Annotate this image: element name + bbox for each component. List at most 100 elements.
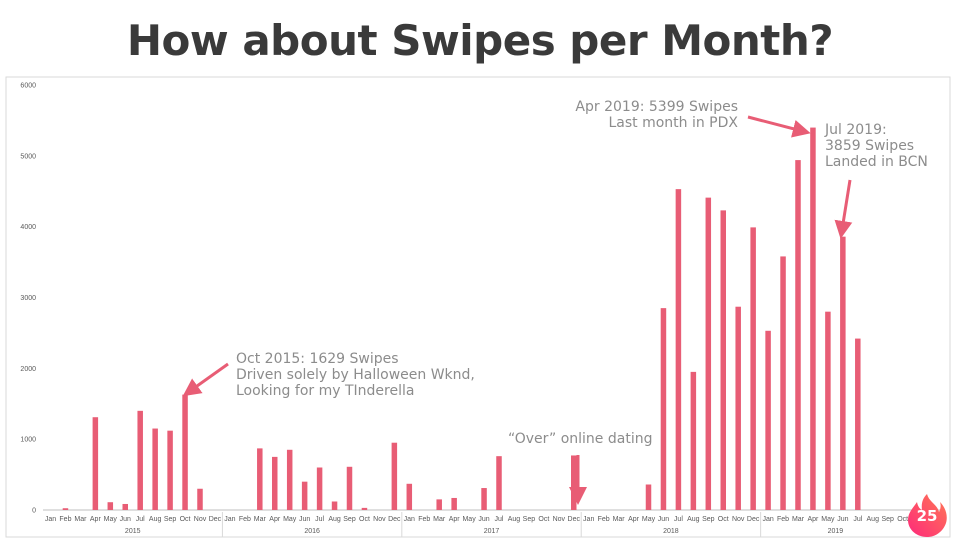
x-tick-month: Feb [59, 516, 71, 523]
x-tick-month: Jul [674, 516, 683, 523]
x-tick-month: Aug [687, 516, 700, 523]
x-tick-month: Jun [299, 516, 310, 523]
x-tick-year: 2017 [484, 528, 500, 535]
annotation-text: Oct 2015: 1629 Swipes [236, 351, 399, 367]
x-tick-month: Apr [628, 516, 640, 523]
bar [272, 456, 278, 511]
y-tick-label: 3000 [20, 295, 36, 302]
x-tick-month: May [462, 516, 476, 523]
annotation-text: Last month in PDX [608, 115, 738, 131]
chart-frame [5, 76, 951, 538]
flame-shape [908, 494, 947, 537]
bar [660, 308, 667, 511]
x-tick-month: Nov [373, 516, 386, 523]
x-tick-month: Sep [164, 516, 177, 523]
bar [496, 456, 502, 510]
x-tick-month: Feb [239, 516, 251, 523]
x-tick-month: Oct [538, 516, 549, 523]
x-tick-month: Mar [613, 516, 626, 523]
bar [750, 227, 756, 511]
x-tick-month: Nov [194, 516, 207, 523]
x-tick-month: Aug [328, 516, 341, 523]
y-tick-label: 1000 [20, 437, 36, 444]
bar [62, 508, 69, 510]
x-tick-month: Mar [74, 516, 87, 523]
x-tick-month: May [283, 516, 297, 523]
x-tick-month: Oct [897, 516, 908, 523]
x-tick-month: Jan [583, 516, 594, 523]
x-tick-month: Apr [449, 516, 461, 523]
bar [331, 501, 338, 510]
bar [436, 499, 442, 511]
annotation-arrow [747, 115, 811, 138]
x-tick-month: Dec [209, 516, 222, 523]
bar [690, 371, 697, 511]
bar [167, 430, 173, 510]
bar [301, 481, 308, 510]
bar [122, 503, 128, 510]
x-tick-month: Jul [315, 516, 324, 523]
x-tick-month: Feb [777, 516, 789, 523]
x-tick-year: 2015 [125, 528, 141, 535]
page-number: 25 [916, 507, 938, 525]
bar [361, 507, 368, 511]
bar [780, 256, 786, 510]
x-tick-month: Sep [523, 516, 536, 523]
bar [825, 311, 831, 510]
annotation-text: Driven solely by Halloween Wknd, [236, 367, 475, 383]
y-tick-label: 5000 [20, 153, 36, 160]
annotation-text: 3859 Swipes [825, 138, 914, 154]
bar [107, 502, 114, 510]
bar [137, 410, 143, 510]
annotation-text: Jul 2019: [824, 122, 887, 138]
x-tick-month: Jan [404, 516, 415, 523]
x-tick-month: Jun [658, 516, 669, 523]
bar [451, 497, 457, 510]
y-tick-label: 6000 [20, 83, 36, 90]
bar [152, 428, 158, 510]
x-tick-month: Apr [90, 516, 102, 523]
bar [257, 448, 263, 511]
bar [197, 488, 203, 510]
bar [406, 483, 413, 510]
x-tick-month: Feb [418, 516, 430, 523]
x-tick-month: Jul [853, 516, 862, 523]
x-tick-month: Apr [269, 516, 281, 523]
x-tick-month: Jan [224, 516, 235, 523]
bar [720, 210, 726, 511]
bar [645, 484, 652, 510]
x-tick-month: May [642, 516, 656, 523]
slide-title: How about Swipes per Month? [126, 16, 834, 65]
x-tick-month: Jul [495, 516, 504, 523]
x-tick-month: May [821, 516, 835, 523]
x-tick-month: Feb [598, 516, 610, 523]
bar [840, 236, 846, 510]
x-tick-month: Dec [388, 516, 401, 523]
bar [182, 394, 188, 510]
x-tick-month: Jun [478, 516, 489, 523]
x-tick-month: Sep [702, 516, 715, 523]
x-tick-month: Oct [180, 516, 191, 523]
annotation-text: Apr 2019: 5399 Swipes [575, 99, 738, 115]
annotation-text: Landed in BCN [825, 154, 928, 170]
bar [316, 467, 323, 510]
x-tick-month: Mar [433, 516, 446, 523]
x-tick-year: 2016 [304, 528, 320, 535]
x-tick-month: Jan [762, 516, 773, 523]
tinder-flame-icon: 25 [904, 492, 950, 538]
bar [855, 338, 861, 510]
x-tick-month: Dec [747, 516, 760, 523]
x-tick-month: May [104, 516, 118, 523]
x-tick-month: Jul [136, 516, 145, 523]
annotation-arrow [834, 179, 853, 239]
x-tick-year: 2019 [828, 528, 844, 535]
annotation-text: Looking for my TInderella [236, 383, 414, 399]
x-tick-month: Jun [837, 516, 848, 523]
bar [735, 306, 741, 510]
x-tick-month: Sep [343, 516, 356, 523]
x-tick-month: Mar [254, 516, 267, 523]
x-tick-month: Oct [359, 516, 370, 523]
y-tick-label: 0 [32, 508, 36, 515]
bar [286, 449, 293, 510]
bar [571, 455, 577, 510]
